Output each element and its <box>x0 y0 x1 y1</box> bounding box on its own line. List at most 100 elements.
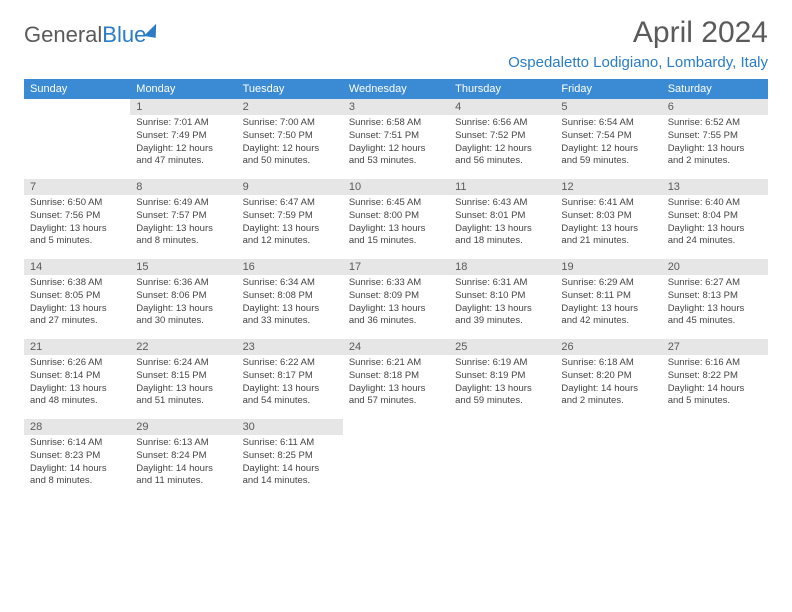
cell-details: Sunrise: 6:43 AMSunset: 8:01 PMDaylight:… <box>449 195 555 252</box>
cell-details: Sunrise: 6:16 AMSunset: 8:22 PMDaylight:… <box>662 355 768 412</box>
detail-line: Sunset: 7:56 PM <box>30 210 124 223</box>
detail-line: Daylight: 13 hours <box>455 223 549 236</box>
detail-line: Sunrise: 6:26 AM <box>30 357 124 370</box>
calendar-cell: 14Sunrise: 6:38 AMSunset: 8:05 PMDayligh… <box>24 259 130 339</box>
detail-line: and 59 minutes. <box>455 395 549 408</box>
cell-details: Sunrise: 6:52 AMSunset: 7:55 PMDaylight:… <box>662 115 768 172</box>
detail-line: Sunset: 7:49 PM <box>136 130 230 143</box>
calendar-cell: 6Sunrise: 6:52 AMSunset: 7:55 PMDaylight… <box>662 99 768 179</box>
cell-details: Sunrise: 6:24 AMSunset: 8:15 PMDaylight:… <box>130 355 236 412</box>
calendar-week-row: 14Sunrise: 6:38 AMSunset: 8:05 PMDayligh… <box>24 259 768 339</box>
detail-line: and 53 minutes. <box>349 155 443 168</box>
detail-line: and 8 minutes. <box>136 235 230 248</box>
detail-line: Sunrise: 6:50 AM <box>30 197 124 210</box>
month-title: April 2024 <box>508 16 768 50</box>
detail-line: Daylight: 13 hours <box>136 223 230 236</box>
day-number: 16 <box>237 259 343 275</box>
cell-details: Sunrise: 6:56 AMSunset: 7:52 PMDaylight:… <box>449 115 555 172</box>
calendar-week-row: 21Sunrise: 6:26 AMSunset: 8:14 PMDayligh… <box>24 339 768 419</box>
cell-details: Sunrise: 6:54 AMSunset: 7:54 PMDaylight:… <box>555 115 661 172</box>
detail-line: and 51 minutes. <box>136 395 230 408</box>
day-number: 2 <box>237 99 343 115</box>
cell-details: Sunrise: 6:36 AMSunset: 8:06 PMDaylight:… <box>130 275 236 332</box>
calendar-cell: 10Sunrise: 6:45 AMSunset: 8:00 PMDayligh… <box>343 179 449 259</box>
logo-triangle-icon <box>144 22 158 38</box>
day-header: Saturday <box>662 79 768 99</box>
day-number: 10 <box>343 179 449 195</box>
detail-line: and 5 minutes. <box>30 235 124 248</box>
detail-line: and 21 minutes. <box>561 235 655 248</box>
calendar-cell: 3Sunrise: 6:58 AMSunset: 7:51 PMDaylight… <box>343 99 449 179</box>
detail-line: and 39 minutes. <box>455 315 549 328</box>
calendar-cell: 15Sunrise: 6:36 AMSunset: 8:06 PMDayligh… <box>130 259 236 339</box>
cell-details: Sunrise: 6:50 AMSunset: 7:56 PMDaylight:… <box>24 195 130 252</box>
detail-line: and 14 minutes. <box>243 475 337 488</box>
day-header: Monday <box>130 79 236 99</box>
detail-line: Daylight: 13 hours <box>30 223 124 236</box>
title-block: April 2024 Ospedaletto Lodigiano, Lombar… <box>508 16 768 71</box>
detail-line: Sunrise: 6:18 AM <box>561 357 655 370</box>
detail-line: Sunset: 8:08 PM <box>243 290 337 303</box>
calendar-cell <box>449 419 555 499</box>
detail-line: Sunset: 7:50 PM <box>243 130 337 143</box>
detail-line: Sunrise: 6:36 AM <box>136 277 230 290</box>
calendar-cell: 27Sunrise: 6:16 AMSunset: 8:22 PMDayligh… <box>662 339 768 419</box>
cell-details: Sunrise: 7:00 AMSunset: 7:50 PMDaylight:… <box>237 115 343 172</box>
detail-line: Sunset: 8:23 PM <box>30 450 124 463</box>
detail-line: and 27 minutes. <box>30 315 124 328</box>
calendar-cell: 1Sunrise: 7:01 AMSunset: 7:49 PMDaylight… <box>130 99 236 179</box>
calendar-cell: 2Sunrise: 7:00 AMSunset: 7:50 PMDaylight… <box>237 99 343 179</box>
detail-line: Sunset: 7:55 PM <box>668 130 762 143</box>
detail-line: Sunrise: 6:33 AM <box>349 277 443 290</box>
calendar-cell: 30Sunrise: 6:11 AMSunset: 8:25 PMDayligh… <box>237 419 343 499</box>
cell-details <box>343 423 449 429</box>
detail-line: and 57 minutes. <box>349 395 443 408</box>
calendar-cell: 12Sunrise: 6:41 AMSunset: 8:03 PMDayligh… <box>555 179 661 259</box>
day-number: 26 <box>555 339 661 355</box>
cell-details: Sunrise: 6:58 AMSunset: 7:51 PMDaylight:… <box>343 115 449 172</box>
cell-details: Sunrise: 6:49 AMSunset: 7:57 PMDaylight:… <box>130 195 236 252</box>
detail-line: and 48 minutes. <box>30 395 124 408</box>
detail-line: and 56 minutes. <box>455 155 549 168</box>
detail-line: Sunset: 7:52 PM <box>455 130 549 143</box>
calendar-cell <box>662 419 768 499</box>
calendar-cell: 4Sunrise: 6:56 AMSunset: 7:52 PMDaylight… <box>449 99 555 179</box>
day-number: 21 <box>24 339 130 355</box>
detail-line: Sunrise: 6:16 AM <box>668 357 762 370</box>
detail-line: Daylight: 14 hours <box>561 383 655 396</box>
detail-line: Daylight: 13 hours <box>136 383 230 396</box>
detail-line: Sunrise: 6:13 AM <box>136 437 230 450</box>
day-number: 7 <box>24 179 130 195</box>
cell-details <box>24 103 130 109</box>
calendar-cell: 20Sunrise: 6:27 AMSunset: 8:13 PMDayligh… <box>662 259 768 339</box>
detail-line: Sunset: 8:03 PM <box>561 210 655 223</box>
detail-line: and 42 minutes. <box>561 315 655 328</box>
detail-line: and 11 minutes. <box>136 475 230 488</box>
detail-line: Sunrise: 6:56 AM <box>455 117 549 130</box>
detail-line: Sunrise: 6:27 AM <box>668 277 762 290</box>
detail-line: Sunset: 7:54 PM <box>561 130 655 143</box>
cell-details: Sunrise: 6:21 AMSunset: 8:18 PMDaylight:… <box>343 355 449 412</box>
detail-line: Daylight: 14 hours <box>136 463 230 476</box>
detail-line: Daylight: 13 hours <box>349 383 443 396</box>
detail-line: and 24 minutes. <box>668 235 762 248</box>
detail-line: Daylight: 14 hours <box>668 383 762 396</box>
detail-line: and 12 minutes. <box>243 235 337 248</box>
detail-line: Sunrise: 6:40 AM <box>668 197 762 210</box>
detail-line: Daylight: 13 hours <box>668 303 762 316</box>
detail-line: Daylight: 13 hours <box>30 383 124 396</box>
detail-line: Daylight: 13 hours <box>455 303 549 316</box>
cell-details: Sunrise: 6:11 AMSunset: 8:25 PMDaylight:… <box>237 435 343 492</box>
calendar-cell: 16Sunrise: 6:34 AMSunset: 8:08 PMDayligh… <box>237 259 343 339</box>
calendar-cell: 5Sunrise: 6:54 AMSunset: 7:54 PMDaylight… <box>555 99 661 179</box>
cell-details <box>449 423 555 429</box>
detail-line: Sunrise: 6:47 AM <box>243 197 337 210</box>
calendar-cell: 11Sunrise: 6:43 AMSunset: 8:01 PMDayligh… <box>449 179 555 259</box>
day-number: 19 <box>555 259 661 275</box>
detail-line: Sunset: 8:25 PM <box>243 450 337 463</box>
day-number: 18 <box>449 259 555 275</box>
day-number: 14 <box>24 259 130 275</box>
detail-line: Sunset: 8:24 PM <box>136 450 230 463</box>
day-number: 9 <box>237 179 343 195</box>
detail-line: Daylight: 13 hours <box>136 303 230 316</box>
